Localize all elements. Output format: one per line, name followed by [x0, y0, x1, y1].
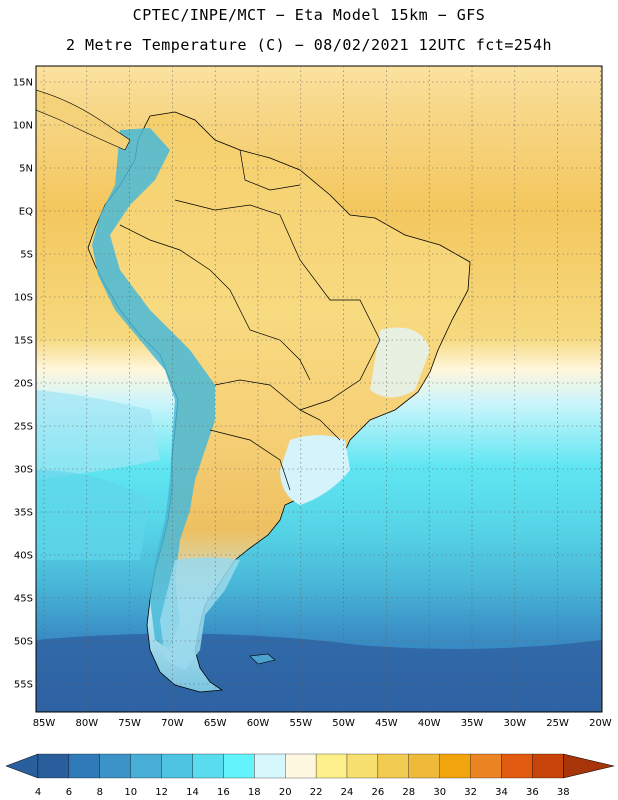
colorbar-high-arrow — [563, 753, 615, 779]
lat-label-35s: 35S — [14, 508, 33, 519]
colorbar-swatch-13 — [439, 753, 471, 779]
colorbar-swatch-12 — [408, 753, 440, 779]
eastern-highlands-patch — [370, 327, 430, 398]
colorbar-swatch-4 — [161, 753, 193, 779]
colorbar-swatch-2 — [99, 753, 131, 779]
lon-label-55w: 55W — [289, 718, 312, 729]
map-frame — [35, 65, 603, 713]
lat-label-55s: 55S — [14, 680, 33, 691]
colorbar-label-16: 16 — [217, 787, 230, 798]
lon-label-65w: 65W — [204, 718, 227, 729]
lon-label-80w: 80W — [75, 718, 98, 729]
lon-label-35w: 35W — [461, 718, 484, 729]
colorbar-labels: 4 6 8 10 12 14 16 18 20 22 24 26 28 30 32 34 36 38 — [35, 787, 570, 798]
colorbar-label-30: 30 — [433, 787, 446, 798]
colorbar-swatch-5 — [192, 753, 224, 779]
lat-label-5s: 5S — [20, 250, 33, 261]
falkland-islands — [249, 653, 276, 665]
colorbar-label-28: 28 — [402, 787, 415, 798]
colorbar-swatch-16 — [532, 753, 564, 779]
colorbar-swatch-3 — [130, 753, 162, 779]
lon-label-85w: 85W — [33, 718, 56, 729]
colorbar-swatch-8 — [285, 753, 317, 779]
colorbar-label-12: 12 — [155, 787, 168, 798]
colorbar-swatch-0 — [37, 753, 70, 779]
lat-label-15s: 15S — [14, 336, 33, 347]
lon-label-20w: 20W — [589, 718, 612, 729]
lat-label-10n: 10N — [13, 121, 33, 132]
colorbar-swatch-15 — [501, 753, 533, 779]
colorbar-swatch-10 — [346, 753, 379, 779]
colorbar-label-26: 26 — [372, 787, 385, 798]
lat-label-40s: 40S — [14, 551, 33, 562]
latitude-labels: 15N 10N 5N EQ 5S 10S 15S 20S 25S 30S 35S 40S 45S 50S 5… — [13, 78, 33, 691]
lon-label-60w: 60W — [247, 718, 270, 729]
lat-label-25s: 25S — [14, 422, 33, 433]
lat-label-5n: 5N — [19, 164, 33, 175]
patagonia-cool — [160, 557, 240, 670]
colorbar-label-34: 34 — [495, 787, 508, 798]
title-line-2: 2 Metre Temperature (C) − 08/02/2021 12U… — [65, 36, 553, 54]
colorbar-swatch-6 — [223, 753, 255, 779]
colorbar-label-10: 10 — [124, 787, 137, 798]
lat-label-15n: 15N — [13, 78, 33, 89]
pacific-cool-patch-2 — [36, 470, 150, 560]
southern-brazil-cool — [280, 435, 350, 505]
lat-label-eq: EQ — [19, 207, 33, 218]
lon-label-50w: 50W — [332, 718, 355, 729]
pacific-cool-patch — [36, 390, 160, 480]
colorbar-swatch-7 — [254, 753, 286, 779]
title-line-1: CPTEC/INPE/MCT − Eta Model 15km − GFS — [132, 6, 486, 24]
lat-label-30s: 30S — [14, 465, 33, 476]
colorbar-label-14: 14 — [186, 787, 199, 798]
lon-label-45w: 45W — [375, 718, 398, 729]
colorbar-swatch-1 — [68, 753, 100, 779]
colorbar-label-6: 6 — [66, 787, 72, 798]
lon-label-30w: 30W — [503, 718, 526, 729]
colorbar-low-arrow — [5, 753, 39, 779]
longitude-labels: 85W 80W 75W 70W 65W 60W 55W 50W 45W 40W 35W 30W 25W 2… — [33, 718, 612, 729]
colorbar-swatches — [5, 753, 615, 779]
colorbar-label-4: 4 — [35, 787, 41, 798]
lon-label-40w: 40W — [418, 718, 441, 729]
central-america-land — [36, 89, 131, 151]
country-borders — [119, 149, 381, 491]
colorbar-label-36: 36 — [526, 787, 539, 798]
colorbar-label-22: 22 — [310, 787, 323, 798]
lat-label-45s: 45S — [14, 594, 33, 605]
colorbar-label-32: 32 — [464, 787, 477, 798]
colorbar-swatch-9 — [315, 753, 348, 779]
colorbar-swatch-14 — [470, 753, 502, 779]
colorbar-label-20: 20 — [279, 787, 292, 798]
lat-label-10s: 10S — [14, 293, 33, 304]
colorbar-label-38: 38 — [557, 787, 570, 798]
lon-label-25w: 25W — [546, 718, 569, 729]
colorbar-label-24: 24 — [341, 787, 354, 798]
lon-label-75w: 75W — [118, 718, 141, 729]
colorbar-label-18: 18 — [248, 787, 261, 798]
andes-cool-strip — [92, 128, 215, 650]
colorbar-swatch-11 — [377, 753, 409, 779]
colorbar-label-8: 8 — [97, 787, 103, 798]
lon-label-70w: 70W — [161, 718, 184, 729]
lat-label-20s: 20S — [14, 379, 33, 390]
lat-label-50s: 50S — [14, 637, 33, 648]
